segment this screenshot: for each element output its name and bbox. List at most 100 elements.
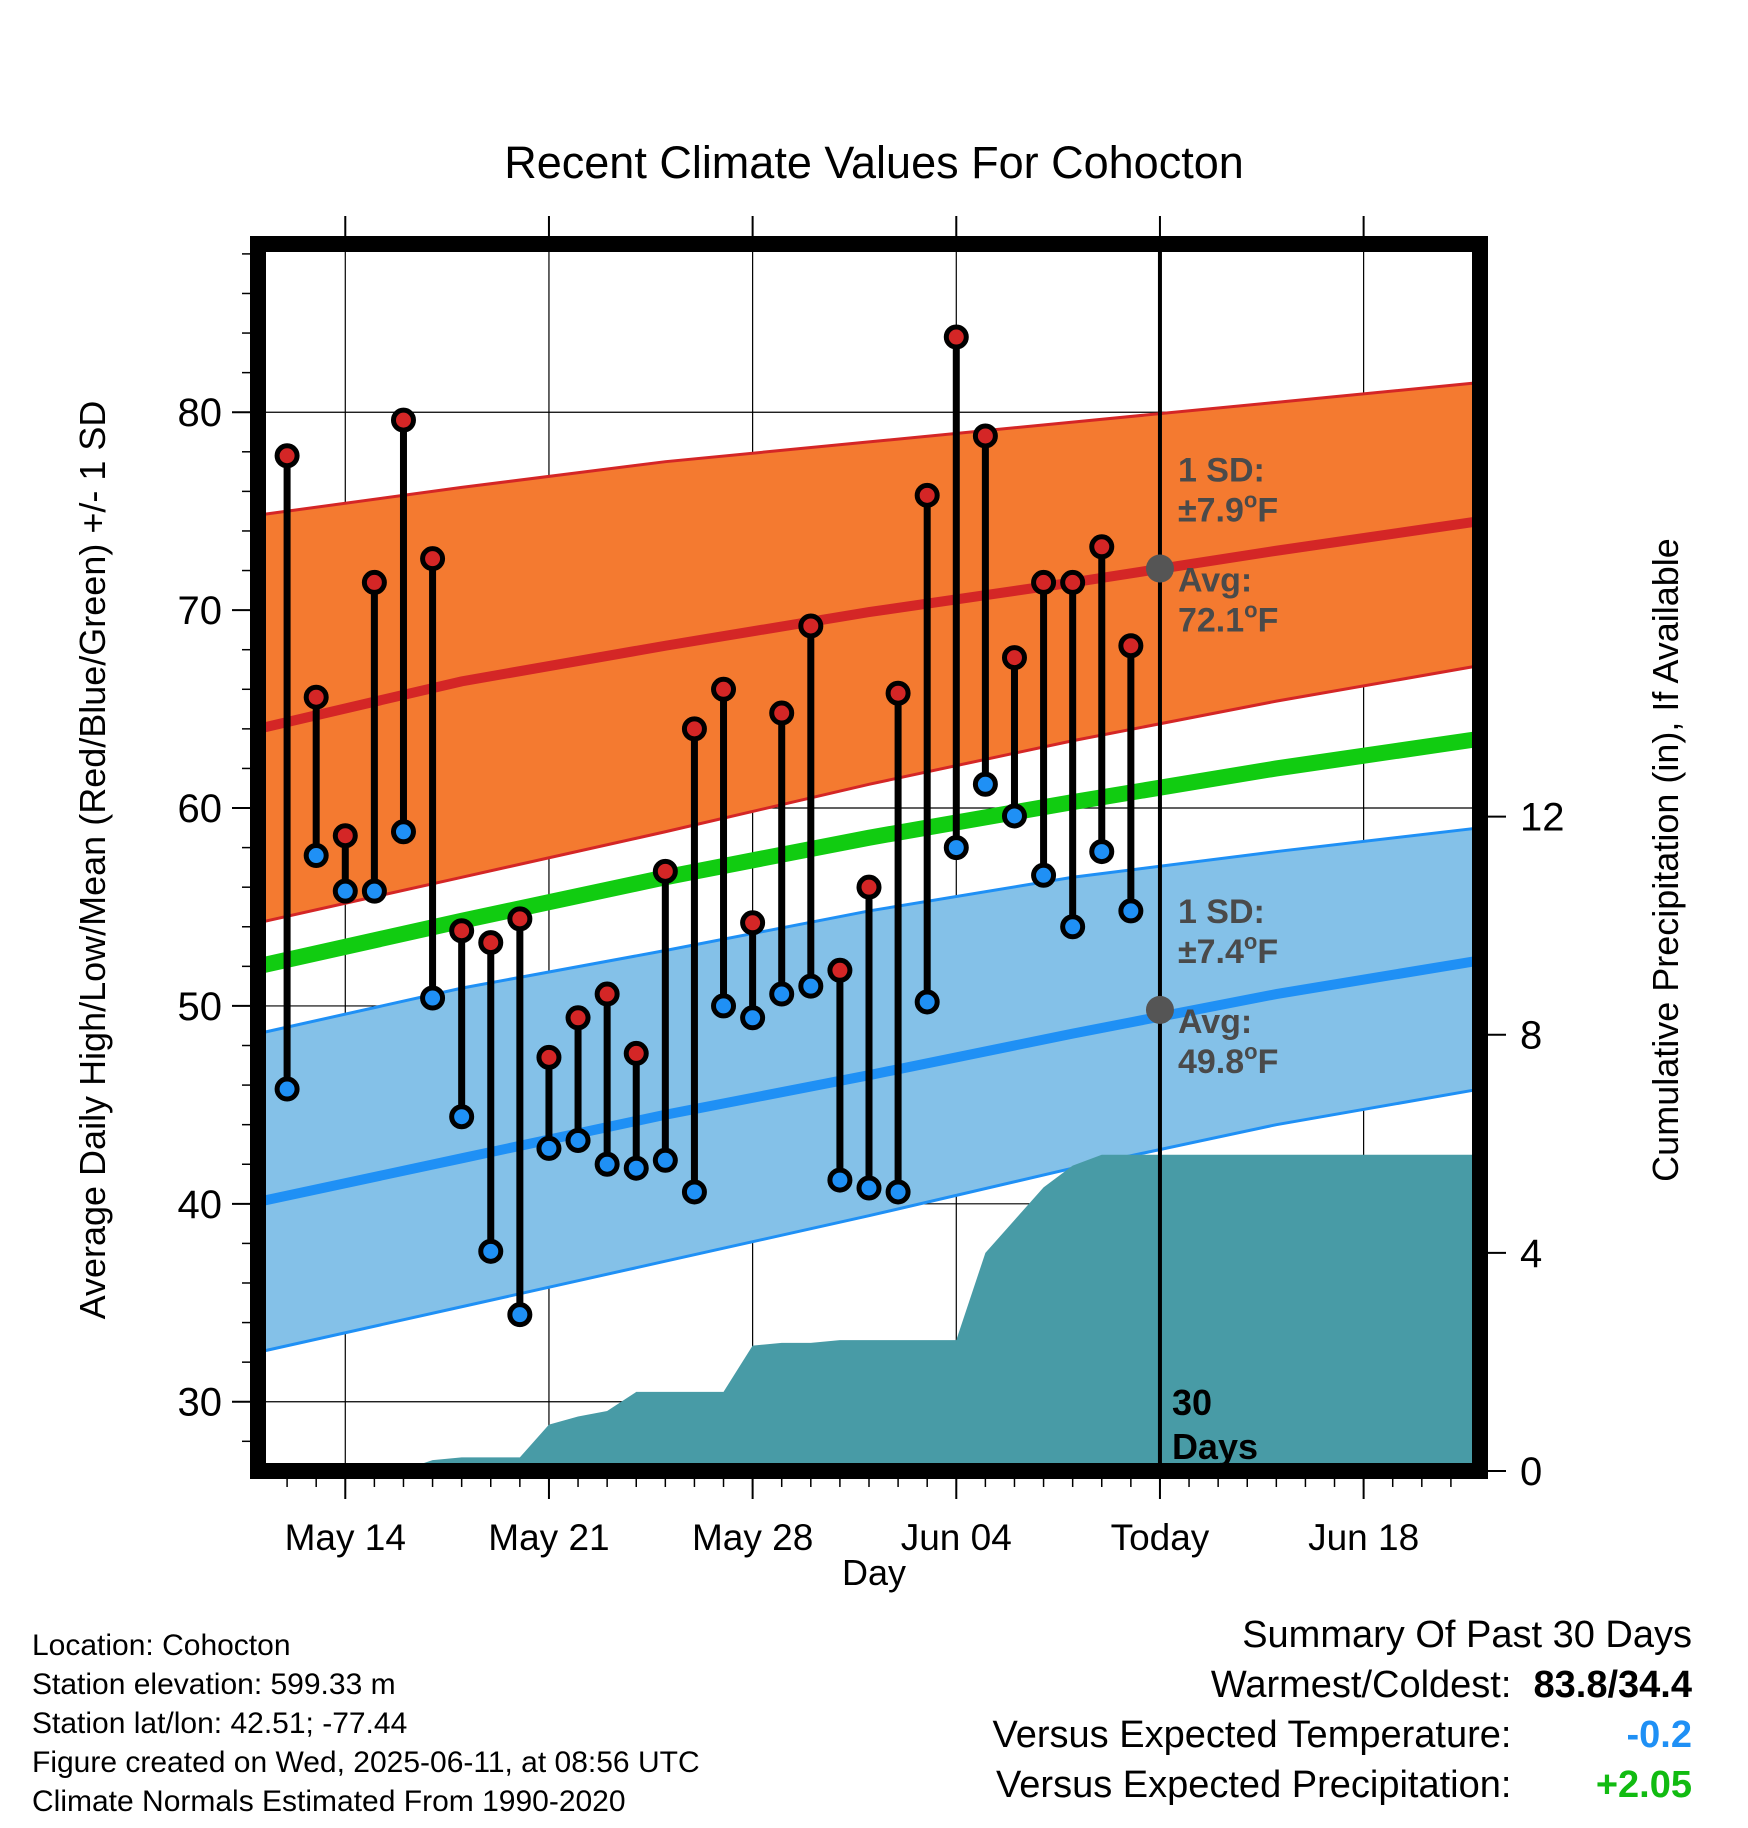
daily-high-point — [390, 407, 416, 433]
y2-tick-label: 8 — [1520, 1014, 1542, 1058]
daily-low-point — [536, 1135, 562, 1161]
low-sd-label: 1 SD: ±7.4oF — [1178, 893, 1278, 971]
degree-symbol: o — [1244, 929, 1257, 954]
high-avg-line1: Avg: — [1178, 562, 1252, 600]
window-label-number: 30 — [1172, 1382, 1212, 1423]
daily-high-point — [420, 546, 446, 572]
daily-low-point — [303, 843, 329, 869]
daily-high-point — [652, 858, 678, 884]
y-tick-label: 50 — [178, 985, 223, 1029]
latlon-text: Station lat/lon: 42.51; -77.44 — [32, 1707, 408, 1740]
y-tick-label: 60 — [178, 787, 223, 831]
y-tick-label: 80 — [178, 391, 223, 435]
summary-temp-row: Versus Expected Temperature: -0.2 — [993, 1710, 1692, 1760]
daily-high-point — [972, 423, 998, 449]
daily-high-point — [1060, 569, 1086, 595]
x-tick-label: May 14 — [285, 1517, 406, 1558]
high-sd-band-lower-edge — [257, 664, 1481, 925]
daily-low-point — [885, 1179, 911, 1205]
degree-symbol: o — [1244, 598, 1257, 623]
daily-low-point — [565, 1128, 591, 1154]
daily-high-point — [361, 569, 387, 595]
daily-high-point — [856, 874, 882, 900]
daily-low-point — [798, 973, 824, 999]
window-label: 30 Days — [1172, 1382, 1258, 1467]
elevation-text: Station elevation: 599.33 m — [32, 1668, 396, 1701]
daily-low-point — [623, 1155, 649, 1181]
high-sd-number: ±7.9 — [1178, 492, 1244, 530]
precip-cumulative-area — [258, 1154, 1480, 1471]
low-avg-label: Avg: 49.8oF — [1178, 1003, 1278, 1081]
degree-symbol: o — [1244, 1039, 1257, 1064]
daily-high-point — [1089, 534, 1115, 560]
degree-symbol: o — [1244, 488, 1257, 513]
precip-label: Versus Expected Precipitation: — [996, 1764, 1512, 1806]
warm-cold-value: 83.8/34.4 — [1533, 1664, 1692, 1706]
plot-area: 1 SD: ±7.9oF Avg: 72.1oF 1 SD: ±7.4oF Av… — [250, 236, 1488, 1479]
daily-high-point — [536, 1044, 562, 1070]
daily-high-point — [711, 676, 737, 702]
high-sd-value: ±7.9oF — [1178, 488, 1278, 530]
x-tick-label: May 28 — [692, 1517, 813, 1558]
daily-high-point — [623, 1040, 649, 1066]
daily-low-point — [332, 878, 358, 904]
low-avg-line1: Avg: — [1178, 1003, 1252, 1041]
daily-low-point — [1118, 898, 1144, 924]
daily-low-point — [943, 835, 969, 861]
normals-text: Climate Normals Estimated From 1990-2020 — [32, 1785, 626, 1818]
chart-title: Recent Climate Values For Cohocton — [504, 137, 1244, 188]
daily-high-point — [798, 613, 824, 639]
x-tick-label: Jun 18 — [1308, 1517, 1419, 1558]
high-avg-marker — [1145, 554, 1174, 583]
daily-high-point — [478, 930, 504, 956]
x-tick-label: Today — [1111, 1517, 1210, 1558]
daily-high-point — [507, 906, 533, 932]
daily-high-point — [827, 957, 853, 983]
y-tick-label: 30 — [178, 1381, 223, 1425]
precip-area — [258, 1154, 1480, 1471]
low-sd-line1: 1 SD: — [1178, 893, 1265, 931]
x-tick-label: Jun 04 — [901, 1517, 1012, 1558]
daily-high-point — [565, 1005, 591, 1031]
high-sd-band-upper-edge — [257, 381, 1481, 517]
summary-precip-row: Versus Expected Precipitation: +2.05 — [993, 1760, 1692, 1810]
y-tick-label: 40 — [178, 1183, 223, 1227]
low-sd-value: ±7.4oF — [1178, 929, 1278, 971]
y2-tick-label: 0 — [1520, 1450, 1542, 1494]
high-avg-number: 72.1 — [1178, 602, 1244, 640]
daily-low-point — [914, 989, 940, 1015]
low-avg-marker — [1145, 995, 1174, 1024]
summary-warm-cold-row: Warmest/Coldest: 83.8/34.4 — [993, 1660, 1692, 1710]
temp-label: Versus Expected Temperature: — [992, 1714, 1512, 1756]
daily-low-point — [827, 1167, 853, 1193]
daily-low-point — [769, 981, 795, 1007]
low-sd-band-lower-edge — [257, 1087, 1481, 1354]
temp-anomaly-value: -0.2 — [1626, 1714, 1692, 1756]
high-normal-line — [256, 516, 1481, 734]
y-axis: 30 40 50 60 70 80 — [178, 253, 250, 1443]
daily-low-point — [711, 993, 737, 1019]
station-info: Location: Cohocton Station elevation: 59… — [32, 1626, 700, 1821]
daily-low-point — [972, 771, 998, 797]
high-sd-band — [258, 382, 1480, 923]
high-avg-label: Avg: 72.1oF — [1178, 562, 1278, 640]
daily-high-point — [1001, 645, 1027, 671]
daily-low-point — [681, 1179, 707, 1205]
annotations: 1 SD: ±7.9oF Avg: 72.1oF 1 SD: ±7.4oF Av… — [1145, 452, 1278, 1467]
high-sd-label: 1 SD: ±7.9oF — [1178, 452, 1278, 530]
daily-high-point — [274, 443, 300, 469]
y2-tick-label: 12 — [1520, 796, 1565, 840]
daily-low-point — [856, 1175, 882, 1201]
daily-high-point — [449, 918, 475, 944]
daily-low-point — [1001, 803, 1027, 829]
daily-low-point — [594, 1151, 620, 1177]
daily-high-point — [332, 823, 358, 849]
summary-panel: Summary Of Past 30 Days Warmest/Coldest:… — [993, 1610, 1692, 1810]
daily-low-point — [507, 1302, 533, 1328]
daily-low-point — [652, 1147, 678, 1173]
daily-low-point — [449, 1104, 475, 1130]
daily-high-point — [681, 716, 707, 742]
daily-low-point — [740, 1005, 766, 1031]
y2-axis-label: Cumulative Precipitation (in), If Availa… — [1645, 538, 1686, 1182]
location-text: Location: Cohocton — [32, 1629, 291, 1662]
